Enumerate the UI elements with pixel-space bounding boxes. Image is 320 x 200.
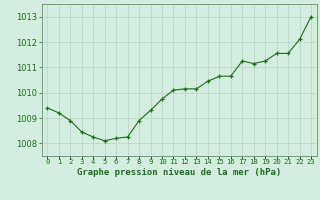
X-axis label: Graphe pression niveau de la mer (hPa): Graphe pression niveau de la mer (hPa): [77, 168, 281, 177]
